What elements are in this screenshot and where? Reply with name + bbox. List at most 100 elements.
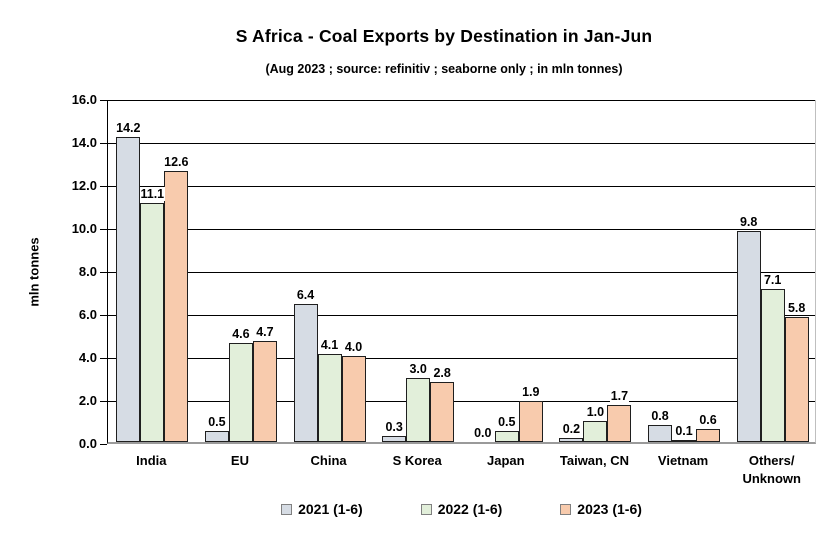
y-tick-mark-16.0 bbox=[100, 100, 107, 102]
bar-column: 4.7 bbox=[252, 100, 277, 442]
legend-marker-icon bbox=[560, 503, 572, 515]
bar-group-others-: 9.8 7.1 5.8 bbox=[728, 100, 817, 442]
data-label: 0.1 bbox=[674, 423, 694, 438]
data-label: 1.9 bbox=[521, 385, 541, 400]
y-tick-label-16.0: 16.0 bbox=[71, 92, 97, 107]
bar-2022 bbox=[228, 343, 253, 442]
data-label: 14.2 bbox=[115, 120, 142, 135]
bar-column: 0.1 bbox=[672, 100, 697, 442]
data-label: 1.7 bbox=[609, 389, 630, 404]
x-tick-label-taiwan-cn: Taiwan, CN bbox=[559, 453, 629, 468]
bar-2021 bbox=[116, 136, 141, 442]
data-label: 4.0 bbox=[343, 340, 364, 354]
legend: 2021 (1-6) 2022 (1-6) 2023 (1-6) bbox=[107, 499, 816, 519]
x-tick-label-others-: Others/ Unknown bbox=[742, 453, 801, 486]
bar-column: 0.3 bbox=[382, 100, 407, 442]
bar-group-japan: 0.0 0.5 1.9 bbox=[463, 100, 552, 442]
bar-column: 12.6 bbox=[163, 100, 190, 442]
legend-item-2022: 2022 (1-6) bbox=[420, 501, 503, 517]
gridline-16.0 bbox=[108, 99, 815, 101]
plot-area: 14.2 11.1 12.6 0.5 4.6 4.7 6.4 4.1 4.0 0.3 3.0 2.8 0… bbox=[107, 99, 817, 444]
data-label: 12.6 bbox=[163, 155, 190, 170]
legend-label: 2023 (1-6) bbox=[577, 501, 642, 517]
data-label: 0.2 bbox=[561, 421, 582, 436]
data-label: 2.8 bbox=[432, 365, 452, 380]
data-label: 1.0 bbox=[585, 404, 606, 419]
y-tick-mark-2.0 bbox=[100, 401, 107, 403]
bar-2022 bbox=[317, 353, 342, 442]
bar-2021 bbox=[204, 431, 229, 442]
bar-group-vietnam: 0.8 0.1 0.6 bbox=[640, 100, 729, 442]
bar-2022 bbox=[494, 431, 519, 442]
bar-2023 bbox=[607, 405, 632, 442]
data-label: 7.1 bbox=[762, 273, 783, 288]
data-label: 9.8 bbox=[738, 215, 759, 230]
y-tick-label-10.0: 10.0 bbox=[71, 221, 97, 236]
legend-marker-icon bbox=[420, 503, 432, 515]
data-label: 0.0 bbox=[473, 426, 493, 440]
bar-2021 bbox=[736, 231, 761, 442]
bar-2021 bbox=[293, 304, 318, 442]
bar-2022 bbox=[672, 439, 697, 442]
bar-2021 bbox=[648, 424, 673, 442]
gridline-2.0 bbox=[108, 400, 815, 402]
bar-column: 5.8 bbox=[784, 100, 809, 442]
bar-column: 14.2 bbox=[115, 100, 142, 442]
y-tick-mark-0.0 bbox=[100, 444, 107, 446]
chart-subtitle: (Aug 2023 ; source: refinitiv ; seaborne… bbox=[265, 62, 623, 76]
bar-column: 3.0 bbox=[406, 100, 431, 442]
bar-column: 0.8 bbox=[648, 100, 673, 442]
bar-column: 0.6 bbox=[696, 100, 721, 442]
legend-label: 2022 (1-6) bbox=[437, 501, 503, 517]
y-tick-label-6.0: 6.0 bbox=[78, 307, 97, 322]
legend-marker-icon bbox=[281, 503, 293, 515]
y-tick-mark-12.0 bbox=[100, 186, 107, 188]
x-tick-label-china: China bbox=[310, 453, 347, 468]
bar-column: 4.6 bbox=[228, 100, 253, 442]
x-tick-label-india: India bbox=[136, 453, 167, 468]
bar-column: 6.4 bbox=[293, 100, 318, 442]
y-tick-label-4.0: 4.0 bbox=[78, 350, 97, 365]
bar-2023 bbox=[430, 381, 455, 442]
legend-item-2021: 2021 (1-6) bbox=[281, 501, 363, 517]
bar-2022 bbox=[583, 420, 608, 442]
bar-2023 bbox=[164, 171, 189, 442]
bar-column: 0.2 bbox=[559, 100, 584, 442]
bar-column: 0.5 bbox=[494, 100, 519, 442]
bar-2022 bbox=[140, 203, 165, 442]
bar-2022 bbox=[760, 289, 785, 442]
bar-group-taiwan-cn: 0.2 1.0 1.7 bbox=[551, 100, 640, 442]
bar-2023 bbox=[341, 356, 366, 442]
data-label: 5.8 bbox=[786, 301, 807, 316]
bar-column: 9.8 bbox=[736, 100, 761, 442]
bar-column: 2.8 bbox=[430, 100, 455, 442]
bar-2022 bbox=[406, 377, 431, 442]
y-tick-label-0.0: 0.0 bbox=[78, 436, 97, 451]
gridline-4.0 bbox=[108, 357, 815, 359]
y-tick-label-12.0: 12.0 bbox=[71, 178, 97, 193]
x-tick-label-japan: Japan bbox=[487, 453, 525, 468]
gridline-8.0 bbox=[108, 271, 815, 273]
bar-2023 bbox=[696, 429, 721, 442]
legend-label: 2021 (1-6) bbox=[298, 501, 363, 517]
y-tick-mark-14.0 bbox=[100, 143, 107, 145]
bar-column: 11.1 bbox=[139, 100, 166, 442]
bar-2021 bbox=[382, 435, 407, 442]
bar-2023 bbox=[252, 340, 277, 442]
bar-column: 1.7 bbox=[607, 100, 632, 442]
data-label: 0.8 bbox=[650, 408, 670, 423]
bar-group-india: 14.2 11.1 12.6 bbox=[108, 100, 197, 442]
data-label: 4.1 bbox=[319, 337, 340, 352]
chart-title: S Africa - Coal Exports by Destination i… bbox=[235, 26, 653, 46]
bar-2021 bbox=[559, 437, 584, 442]
bar-column: 0.5 bbox=[204, 100, 229, 442]
gridline-10.0 bbox=[108, 228, 815, 230]
data-label: 3.0 bbox=[408, 361, 428, 376]
y-axis: 16.0 14.0 12.0 10.0 8.0 6.0 4.0 2.0 0.0 bbox=[0, 92, 107, 451]
data-label: 0.5 bbox=[207, 415, 227, 430]
x-tick-label-eu: EU bbox=[230, 453, 249, 468]
y-tick-label-14.0: 14.0 bbox=[71, 135, 97, 150]
x-tick-label-vietnam: Vietnam bbox=[657, 453, 709, 468]
gridline-12.0 bbox=[108, 185, 815, 187]
